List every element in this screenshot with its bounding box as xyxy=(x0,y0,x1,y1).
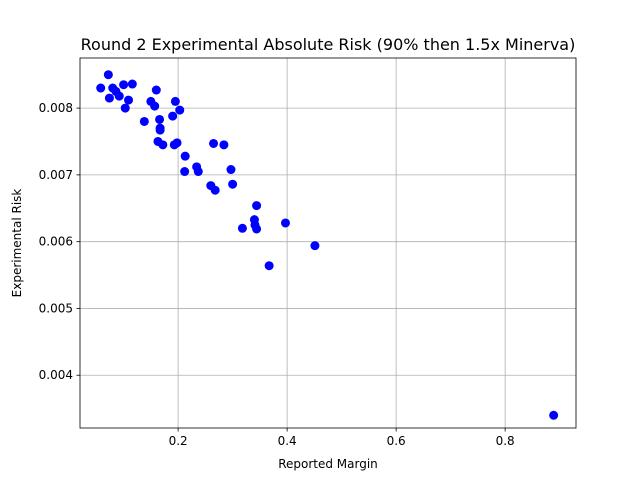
y-tick-label: 0.007 xyxy=(39,168,73,182)
data-point xyxy=(155,114,165,124)
data-point xyxy=(172,138,182,148)
data-point xyxy=(252,201,262,211)
y-tick-label: 0.005 xyxy=(39,301,73,315)
x-tick-label: 0.6 xyxy=(387,434,406,448)
y-axis-ticks: 0.004 0.005 0.006 0.007 0.008 xyxy=(39,101,80,382)
grid-lines xyxy=(80,58,576,428)
y-tick-label: 0.008 xyxy=(39,101,73,115)
chart-title: Round 2 Experimental Absolute Risk (90% … xyxy=(81,35,576,54)
x-tick-label: 0.4 xyxy=(278,434,297,448)
data-point xyxy=(209,138,219,148)
y-tick-label: 0.004 xyxy=(39,368,73,382)
data-point xyxy=(252,224,262,234)
x-tick-label: 0.8 xyxy=(496,434,515,448)
data-point xyxy=(103,70,113,80)
data-point xyxy=(170,96,180,106)
data-point xyxy=(120,103,130,113)
data-point xyxy=(139,116,149,126)
data-point xyxy=(151,85,161,95)
data-point xyxy=(114,91,124,101)
data-point xyxy=(549,410,559,420)
data-point xyxy=(124,95,134,105)
data-point xyxy=(210,185,220,195)
data-point xyxy=(119,80,129,90)
data-point xyxy=(193,167,203,177)
plot-frame xyxy=(79,57,577,429)
x-axis-label: Reported Margin xyxy=(278,457,378,471)
data-point xyxy=(127,79,137,89)
data-point xyxy=(180,151,190,161)
data-point xyxy=(96,83,106,93)
data-point xyxy=(280,218,290,228)
data-point xyxy=(264,261,274,271)
data-point xyxy=(175,105,185,115)
data-point xyxy=(168,111,178,121)
data-point xyxy=(104,93,114,103)
data-point xyxy=(219,140,229,150)
data-points xyxy=(96,70,559,420)
y-tick-label: 0.006 xyxy=(39,235,73,249)
y-axis-label: Experimental Risk xyxy=(10,189,24,298)
data-point xyxy=(155,125,165,135)
data-point xyxy=(150,101,160,111)
x-axis-ticks: 0.2 0.4 0.6 0.8 xyxy=(169,428,515,448)
data-point xyxy=(228,179,238,189)
data-point xyxy=(310,241,320,251)
data-point xyxy=(226,165,236,175)
data-point xyxy=(237,223,247,233)
data-point xyxy=(158,140,168,150)
x-tick-label: 0.2 xyxy=(169,434,188,448)
data-point xyxy=(180,167,190,177)
